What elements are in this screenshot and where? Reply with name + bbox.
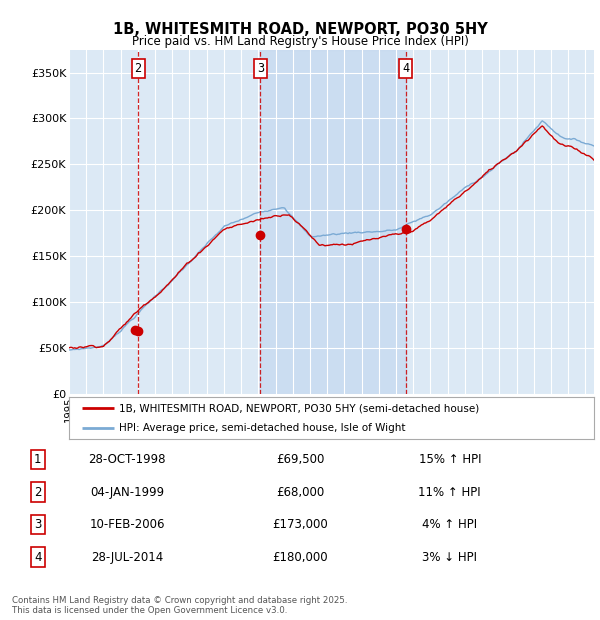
Text: 15% ↑ HPI: 15% ↑ HPI: [419, 453, 481, 466]
Text: HPI: Average price, semi-detached house, Isle of Wight: HPI: Average price, semi-detached house,…: [119, 423, 406, 433]
Text: 4: 4: [402, 62, 409, 75]
Text: 28-OCT-1998: 28-OCT-1998: [88, 453, 166, 466]
Text: Contains HM Land Registry data © Crown copyright and database right 2025.
This d: Contains HM Land Registry data © Crown c…: [12, 596, 347, 615]
Text: 4% ↑ HPI: 4% ↑ HPI: [422, 518, 478, 531]
Text: 1: 1: [34, 453, 41, 466]
Text: 1B, WHITESMITH ROAD, NEWPORT, PO30 5HY (semi-detached house): 1B, WHITESMITH ROAD, NEWPORT, PO30 5HY (…: [119, 403, 479, 413]
Text: 2: 2: [34, 485, 41, 498]
Text: 04-JAN-1999: 04-JAN-1999: [90, 485, 164, 498]
Text: 11% ↑ HPI: 11% ↑ HPI: [418, 485, 481, 498]
Text: 28-JUL-2014: 28-JUL-2014: [91, 551, 163, 564]
Text: 4: 4: [34, 551, 41, 564]
Text: 1B, WHITESMITH ROAD, NEWPORT, PO30 5HY: 1B, WHITESMITH ROAD, NEWPORT, PO30 5HY: [113, 22, 487, 37]
Text: 10-FEB-2006: 10-FEB-2006: [89, 518, 165, 531]
Text: £68,000: £68,000: [276, 485, 324, 498]
Text: 3: 3: [34, 518, 41, 531]
Text: 3: 3: [257, 62, 264, 75]
Text: £180,000: £180,000: [272, 551, 328, 564]
Text: £173,000: £173,000: [272, 518, 328, 531]
Text: £69,500: £69,500: [276, 453, 324, 466]
Text: 2: 2: [134, 62, 142, 75]
Text: Price paid vs. HM Land Registry's House Price Index (HPI): Price paid vs. HM Land Registry's House …: [131, 35, 469, 48]
Text: 3% ↓ HPI: 3% ↓ HPI: [422, 551, 477, 564]
Bar: [260, 50, 406, 394]
